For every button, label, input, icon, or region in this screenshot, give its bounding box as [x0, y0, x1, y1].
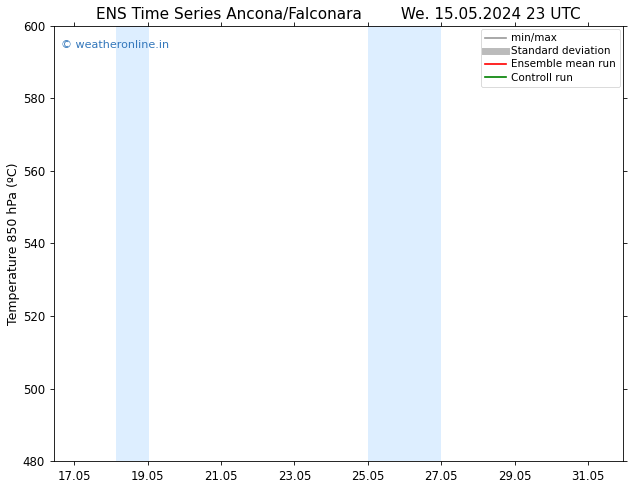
Bar: [368, 26, 441, 461]
Bar: [117, 26, 150, 461]
Title: ENS Time Series Ancona/Falconara        We. 15.05.2024 23 UTC: ENS Time Series Ancona/Falconara We. 15.…: [96, 7, 581, 22]
Text: © weatheronline.in: © weatheronline.in: [61, 40, 169, 50]
Y-axis label: Temperature 850 hPa (ºC): Temperature 850 hPa (ºC): [7, 162, 20, 325]
Legend: min/max, Standard deviation, Ensemble mean run, Controll run: min/max, Standard deviation, Ensemble me…: [481, 29, 620, 87]
